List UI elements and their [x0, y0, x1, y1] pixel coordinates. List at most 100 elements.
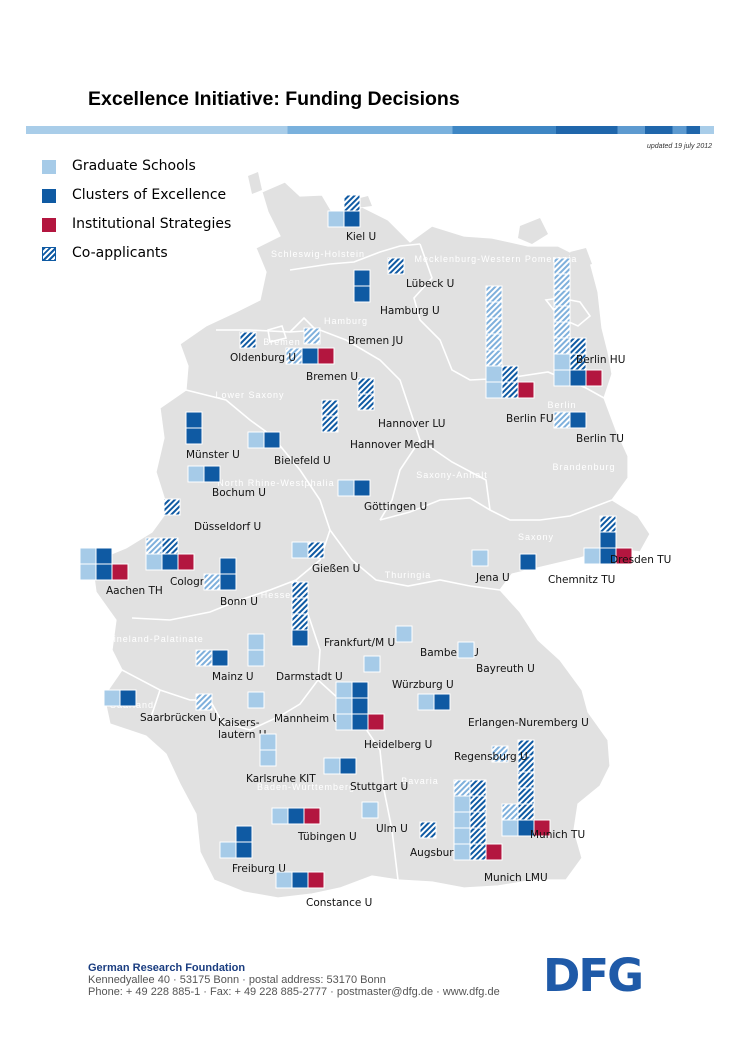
graduate-school-square — [361, 801, 379, 819]
cluster-coapplicant-square — [599, 515, 617, 533]
university-label: Berlin HU — [576, 354, 625, 366]
graduate-coapplicant-square — [303, 327, 321, 345]
university-marker: Bielefeld U — [247, 431, 331, 467]
graduate-school-square — [79, 547, 97, 565]
cluster-square — [161, 553, 179, 571]
university-label: Frankfurt/M U — [324, 637, 395, 649]
institutional-strategy-square — [615, 547, 633, 565]
cluster-square — [287, 807, 305, 825]
university-label: Bayreuth U — [476, 663, 535, 675]
institutional-strategy-square — [303, 807, 321, 825]
cluster-square — [353, 285, 371, 303]
university-marker: Hannover MedH — [321, 399, 434, 451]
university-label: Düsseldorf U — [194, 521, 261, 533]
graduate-school-square — [275, 871, 293, 889]
graduate-school-square — [553, 353, 571, 371]
university-marker: Berlin TU — [553, 411, 624, 445]
graduate-coapplicant-square — [485, 317, 503, 335]
graduate-school-square — [337, 479, 355, 497]
university-marker: Munich TU — [501, 739, 585, 841]
graduate-school-square — [471, 549, 489, 567]
university-marker: Berlin HU — [553, 257, 625, 387]
university-marker: Bremen U — [285, 347, 358, 383]
cluster-square — [291, 629, 309, 647]
university-marker: Saarbrücken U — [103, 689, 217, 724]
graduate-coapplicant-square — [145, 537, 163, 555]
institutional-strategy-square — [177, 553, 195, 571]
institutional-strategy-square — [367, 713, 385, 731]
cluster-coapplicant-square — [501, 365, 519, 383]
university-label: Constance U — [306, 897, 372, 909]
institutional-strategy-square — [517, 381, 535, 399]
graduate-coapplicant-square — [453, 779, 471, 797]
region-label: Saxony-Anhalt — [416, 470, 488, 480]
graduate-school-square — [453, 827, 471, 845]
university-label: Hannover LU — [378, 418, 445, 430]
graduate-school-square — [247, 633, 265, 651]
page-title: Excellence Initiative: Funding Decisions — [88, 88, 460, 110]
university-marker: Oldenburg U — [230, 331, 296, 364]
cluster-square — [351, 697, 369, 715]
region-label: Berlin — [547, 400, 576, 410]
graduate-coapplicant-square — [485, 285, 503, 303]
university-label: Chemnitz TU — [548, 574, 615, 586]
university-label: Bochum U — [212, 487, 266, 499]
footer-contact: Phone: + 49 228 885-1 · Fax: + 49 228 88… — [88, 986, 500, 998]
graduate-coapplicant-square — [195, 693, 213, 711]
cluster-square — [95, 563, 113, 581]
university-marker: Lübeck U — [387, 257, 454, 290]
university-label: Bremen U — [306, 371, 358, 383]
graduate-coapplicant-square — [553, 305, 571, 323]
university-marker: Chemnitz TU — [519, 553, 615, 586]
university-label: Darmstadt U — [276, 671, 343, 683]
university-label: Mainz U — [212, 671, 254, 683]
university-label: Berlin FU — [506, 413, 554, 425]
university-label: Aachen TH — [106, 585, 163, 597]
germany-outline — [91, 181, 651, 899]
graduate-school-square — [145, 553, 163, 571]
graduate-coapplicant-square — [203, 573, 221, 591]
graduate-school-square — [327, 210, 345, 228]
region-label: Brandenburg — [552, 462, 615, 472]
university-label: lautern U — [218, 729, 266, 741]
university-label: Freiburg U — [232, 863, 286, 875]
graduate-school-square — [553, 369, 571, 387]
graduate-school-square — [79, 563, 97, 581]
cluster-square — [599, 531, 617, 549]
university-marker: Hannover LU — [357, 377, 445, 430]
graduate-school-square — [501, 819, 519, 837]
cluster-square — [219, 573, 237, 591]
university-label: Karlsruhe KIT — [246, 773, 316, 785]
cluster-square — [291, 871, 309, 889]
cluster-coapplicant-square — [357, 377, 375, 395]
institutional-swatch — [42, 218, 56, 232]
graduate-coapplicant-square — [553, 257, 571, 275]
cluster-square — [185, 427, 203, 445]
university-marker: Mannheim U — [247, 691, 340, 725]
legend-label: Clusters of Excellence — [72, 187, 227, 203]
university-marker: Aachen TH — [79, 547, 163, 597]
graduate-school-square — [323, 757, 341, 775]
graduate-school-square — [453, 811, 471, 829]
university-label: Göttingen U — [364, 501, 427, 513]
region-label: Bremen — [263, 337, 301, 347]
graduate-school-square — [457, 641, 475, 659]
university-label: Erlangen-Nuremberg U — [468, 717, 589, 729]
cluster-coapplicant-square — [239, 331, 257, 349]
region-label: Hamburg — [324, 316, 368, 326]
cluster-coapplicant-square — [517, 787, 535, 805]
university-label: Bielefeld U — [274, 455, 331, 467]
graduate-school-square — [291, 541, 309, 559]
institutional-strategy-square — [485, 843, 503, 861]
university-label: Munich TU — [530, 829, 585, 841]
cluster-square — [219, 557, 237, 575]
cluster-coapplicant-square — [307, 541, 325, 559]
university-label: Munich LMU — [484, 872, 548, 884]
cluster-coapplicant-square — [419, 821, 437, 839]
graduate-coapplicant-square — [501, 803, 519, 821]
cluster-square — [235, 841, 253, 859]
cluster-coapplicant-square — [569, 337, 587, 355]
cluster-square — [339, 757, 357, 775]
graduate-school-square — [485, 365, 503, 383]
institutional-strategy-square — [585, 369, 603, 387]
